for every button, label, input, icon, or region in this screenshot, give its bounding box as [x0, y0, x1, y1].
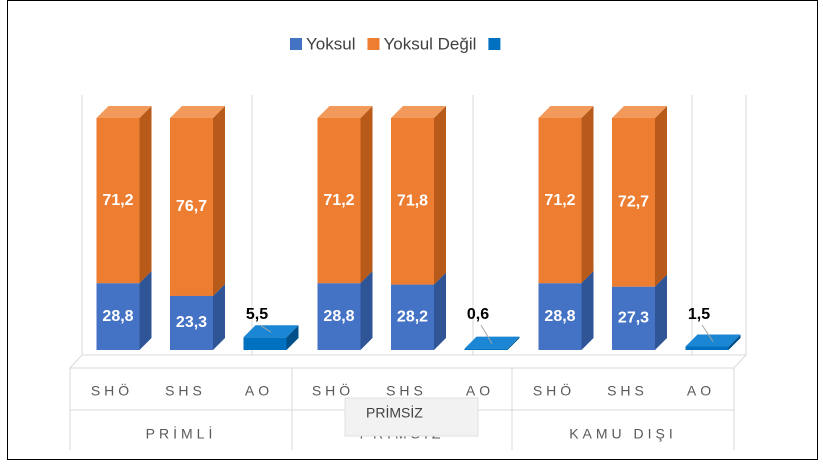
x-tick-label: SHÖ — [312, 382, 354, 399]
x-tick-label: SHS — [386, 383, 427, 399]
bar-top — [317, 106, 373, 118]
bar-side — [581, 271, 594, 350]
data-label: 28,8 — [102, 308, 133, 325]
legend-label: Yoksul Değil — [383, 34, 476, 53]
bar-side — [434, 272, 446, 350]
floor — [68, 354, 748, 369]
leader-line — [259, 324, 272, 333]
tooltip-text: PRİMSİZ — [366, 404, 423, 421]
x-tick-label: SHÖ — [91, 382, 133, 399]
bar-side — [286, 325, 299, 350]
leader-line — [701, 324, 714, 342]
legend-swatch — [367, 38, 380, 50]
group-label: KAMU DIŞI — [569, 426, 677, 442]
bar-front — [317, 283, 361, 350]
bar-side — [213, 106, 225, 296]
x-tick-label: SHS — [607, 383, 648, 399]
data-label: 5,5 — [246, 306, 268, 323]
bar — [685, 334, 741, 350]
group-label: PRİMLİ — [146, 425, 217, 442]
bar-top — [685, 334, 741, 347]
leader-line — [480, 324, 493, 344]
bar-top — [243, 325, 299, 338]
bar-top — [170, 106, 225, 118]
bar-front — [317, 118, 361, 284]
data-label: 72,7 — [618, 194, 649, 211]
legend-label: Yoksul — [306, 34, 355, 53]
data-label: 71,8 — [397, 193, 428, 210]
bar-front — [685, 346, 729, 350]
bar-side — [728, 334, 741, 350]
bar-front — [612, 118, 655, 287]
bar-front — [96, 283, 140, 350]
bar-side — [139, 271, 152, 350]
data-label: 71,2 — [544, 192, 575, 209]
data-label: 71,2 — [102, 192, 133, 209]
bar-front — [243, 337, 287, 350]
bar-front — [96, 118, 140, 284]
bar-front — [538, 118, 582, 284]
legend-swatch — [488, 38, 501, 50]
x-tick-label: SHÖ — [533, 382, 575, 399]
bar — [538, 106, 594, 284]
bar-side — [507, 336, 520, 350]
bar-top — [538, 106, 594, 118]
data-label: 27,3 — [618, 310, 649, 327]
bar-top — [391, 106, 446, 118]
bar — [243, 325, 299, 350]
data-label: 28,2 — [397, 309, 428, 326]
bar — [317, 106, 373, 284]
data-label: 0,6 — [467, 306, 489, 323]
tooltip-box — [344, 397, 479, 437]
x-tick-label: AO — [687, 383, 715, 399]
data-label: 23,3 — [176, 314, 207, 331]
bar — [96, 106, 152, 284]
bar-side — [360, 271, 373, 350]
bar-side — [581, 106, 594, 284]
bar-top — [96, 106, 152, 118]
bar-front — [170, 118, 213, 296]
bar — [464, 336, 520, 350]
bar-side — [213, 283, 225, 350]
bar-front — [612, 286, 655, 350]
bar-side — [139, 106, 152, 284]
back-walls — [81, 95, 747, 355]
bar-front — [391, 284, 434, 350]
bar-front — [391, 118, 434, 285]
bar — [170, 106, 225, 296]
data-label: 71,2 — [323, 192, 354, 209]
bar-side — [434, 106, 446, 285]
x-tick-label: SHS — [165, 383, 206, 399]
bar-front — [538, 283, 582, 350]
x-tick-label: AO — [466, 383, 494, 399]
bar-front — [170, 295, 213, 350]
bar-top — [612, 106, 667, 118]
bar — [391, 106, 446, 285]
x-tick-label: AO — [245, 383, 273, 399]
bar-side — [655, 106, 667, 287]
data-label: 76,7 — [176, 198, 207, 215]
bar-top — [464, 336, 520, 349]
bar-front — [464, 348, 508, 350]
bar — [612, 106, 667, 287]
data-label: 28,8 — [544, 308, 575, 325]
data-label: 1,5 — [688, 306, 710, 323]
data-label: 28,8 — [323, 308, 354, 325]
legend-swatch — [290, 38, 302, 50]
bar-side — [655, 274, 667, 350]
bar-side — [360, 106, 373, 284]
